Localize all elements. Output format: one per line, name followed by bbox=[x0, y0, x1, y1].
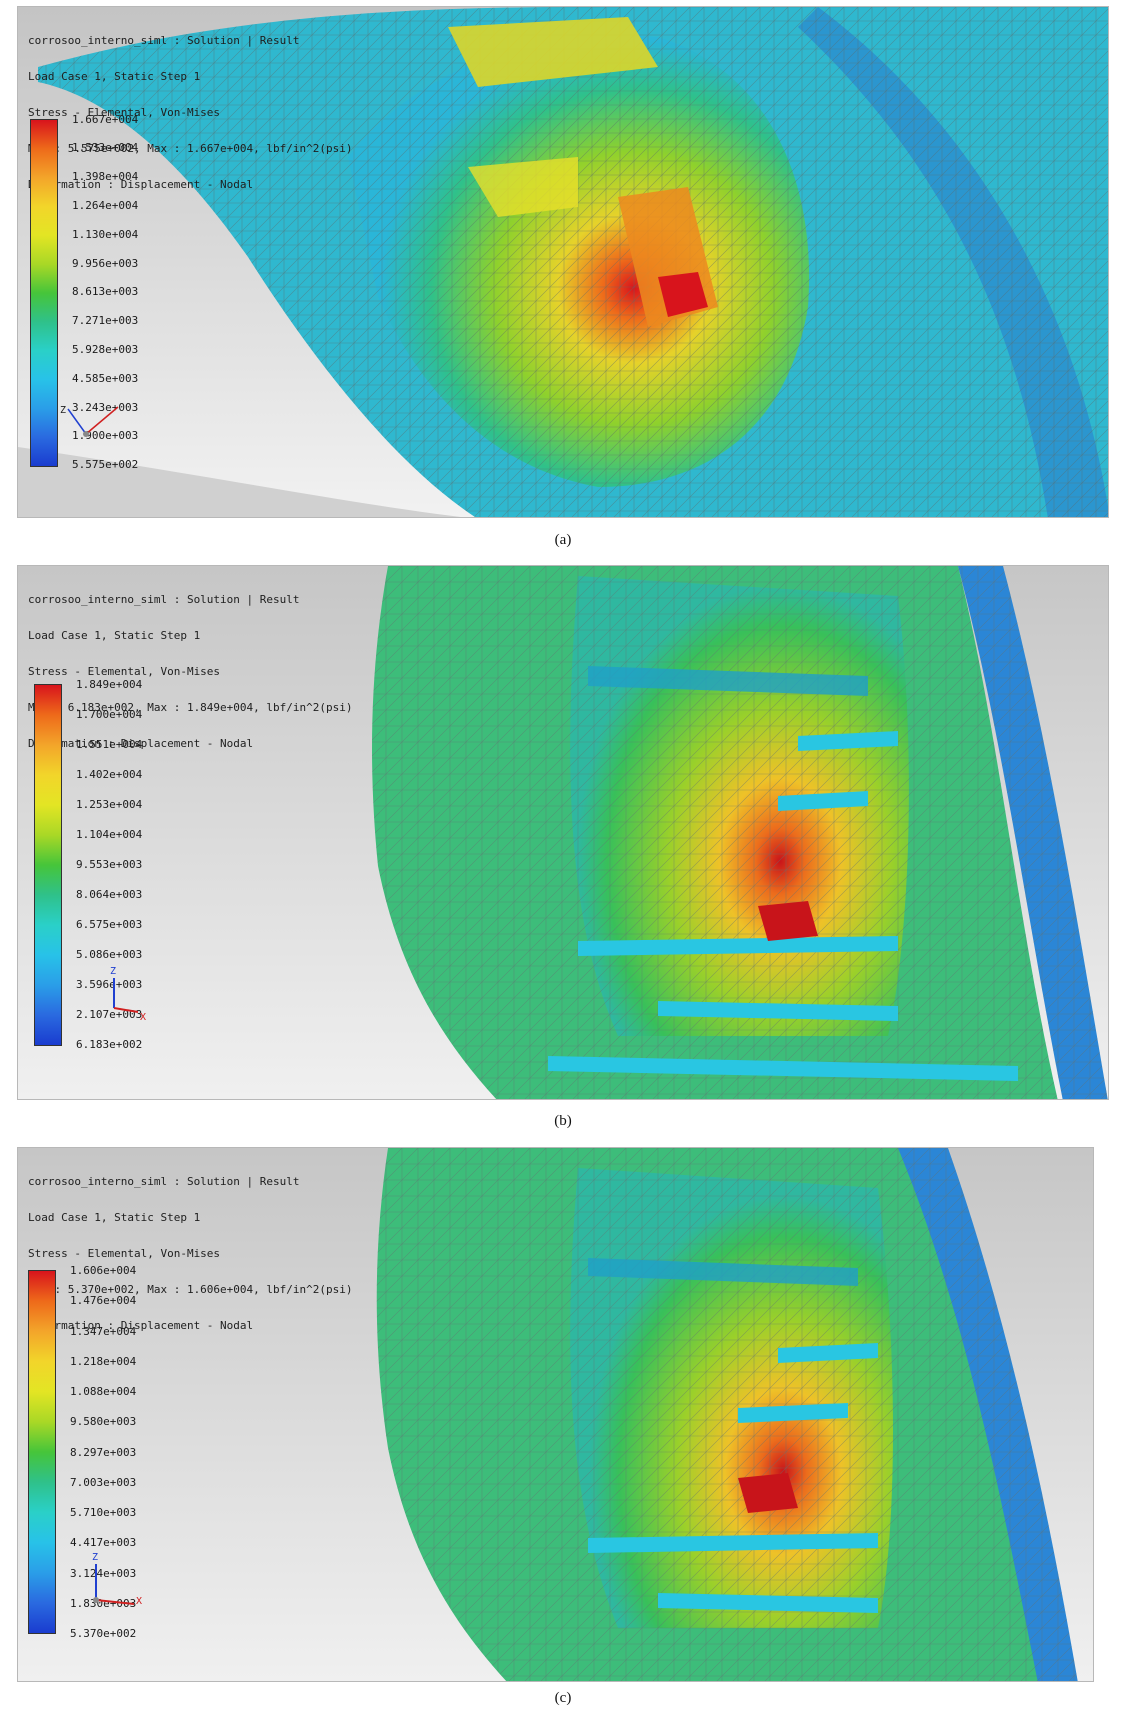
legend-label: 8.613e+003 bbox=[72, 285, 139, 298]
legend-label: 4.585e+003 bbox=[72, 372, 139, 385]
legend-label: 1.533e+004 bbox=[72, 141, 139, 154]
legend-label: 1.606e+004 bbox=[70, 1264, 137, 1277]
axis-triad-icon: Z X bbox=[92, 1552, 142, 1607]
header-line: corrosoo_interno_siml : Solution | Resul… bbox=[28, 34, 300, 47]
panel-c: corrosoo_interno_siml : Solution | Resul… bbox=[17, 1147, 1094, 1682]
panel-a: corrosoo_interno_siml : Solution | Resul… bbox=[17, 6, 1109, 518]
legend-label: 9.956e+003 bbox=[72, 257, 139, 270]
legend-label: 5.575e+002 bbox=[72, 458, 139, 471]
legend-label: 3.596e+003 bbox=[76, 978, 143, 991]
legend-label: 6.183e+002 bbox=[76, 1038, 143, 1051]
panel-b: corrosoo_interno_siml : Solution | Resul… bbox=[17, 565, 1109, 1100]
triad-x-label: X bbox=[136, 1596, 142, 1607]
legend-label: 1.551e+004 bbox=[76, 738, 143, 751]
stress-plot-b bbox=[18, 566, 1108, 1099]
result-header-c: corrosoo_interno_siml : Solution | Resul… bbox=[28, 1152, 353, 1356]
legend-color-bar bbox=[30, 119, 58, 467]
header-line: Stress - Elemental, Von-Mises bbox=[28, 665, 221, 678]
triad-z-label: Z bbox=[60, 405, 66, 416]
header-line: Stress - Elemental, Von-Mises bbox=[28, 106, 221, 119]
legend-label: 6.575e+003 bbox=[76, 918, 143, 931]
caption-a: (a) bbox=[554, 532, 572, 548]
header-line: Min : 5.370e+002, Max : 1.606e+004, lbf/… bbox=[28, 1283, 353, 1296]
legend-label: 7.003e+003 bbox=[70, 1476, 137, 1489]
legend-label: 8.064e+003 bbox=[76, 888, 143, 901]
color-legend-c: 1.606e+004 1.476e+004 1.347e+004 1.218e+… bbox=[28, 1264, 188, 1640]
caption-b: (b) bbox=[554, 1113, 572, 1129]
legend-label: 2.107e+003 bbox=[76, 1008, 143, 1021]
legend-label: 5.370e+002 bbox=[70, 1627, 137, 1640]
legend-label: 7.271e+003 bbox=[72, 314, 139, 327]
triad-z-label: Z bbox=[110, 966, 116, 977]
header-line: corrosoo_interno_siml : Solution | Resul… bbox=[28, 1175, 300, 1188]
legend-label: 5.710e+003 bbox=[70, 1506, 137, 1519]
legend-label: 1.667e+004 bbox=[72, 113, 139, 126]
axis-triad-icon: Z bbox=[60, 405, 119, 437]
header-line: Min : 6.183e+002, Max : 1.849e+004, lbf/… bbox=[28, 701, 353, 714]
header-line: Load Case 1, Static Step 1 bbox=[28, 70, 201, 83]
stress-plot-a bbox=[18, 7, 1108, 517]
legend-label: 1.830e+003 bbox=[70, 1597, 137, 1610]
legend-color-bar bbox=[28, 1270, 56, 1634]
legend-label: 1.347e+004 bbox=[70, 1325, 137, 1338]
legend-label: 1.264e+004 bbox=[72, 199, 139, 212]
legend-label: 1.700e+004 bbox=[76, 708, 143, 721]
legend-label: 1.088e+004 bbox=[70, 1385, 137, 1398]
legend-label: 9.580e+003 bbox=[70, 1415, 137, 1428]
legend-label: 3.124e+003 bbox=[70, 1567, 137, 1580]
header-line: Deformation : Displacement - Nodal bbox=[28, 1319, 254, 1332]
caption-c: (c) bbox=[554, 1690, 572, 1706]
legend-label: 9.553e+003 bbox=[76, 858, 143, 871]
legend-label: 1.849e+004 bbox=[76, 678, 143, 691]
legend-label: 1.476e+004 bbox=[70, 1294, 137, 1307]
legend-label: 1.104e+004 bbox=[76, 828, 143, 841]
legend-label: 1.398e+004 bbox=[72, 170, 139, 183]
header-line: Load Case 1, Static Step 1 bbox=[28, 1211, 201, 1224]
legend-label: 8.297e+003 bbox=[70, 1446, 137, 1459]
axis-triad-icon: Z X bbox=[110, 966, 146, 1023]
triad-z-label: Z bbox=[92, 1552, 98, 1563]
legend-label: 3.243e+003 bbox=[72, 401, 139, 414]
header-line: corrosoo_interno_siml : Solution | Resul… bbox=[28, 593, 300, 606]
header-line: Stress - Elemental, Von-Mises bbox=[28, 1247, 221, 1260]
legend-label: 1.402e+004 bbox=[76, 768, 143, 781]
triad-x-label: X bbox=[140, 1012, 146, 1023]
legend-color-bar bbox=[34, 684, 62, 1046]
legend-label: 5.928e+003 bbox=[72, 343, 139, 356]
legend-label: 1.218e+004 bbox=[70, 1355, 137, 1368]
legend-label: 1.253e+004 bbox=[76, 798, 143, 811]
legend-label: 1.130e+004 bbox=[72, 228, 139, 241]
legend-label: 5.086e+003 bbox=[76, 948, 143, 961]
legend-label: 4.417e+003 bbox=[70, 1536, 137, 1549]
stress-plot-c bbox=[18, 1148, 1093, 1681]
header-line: Load Case 1, Static Step 1 bbox=[28, 629, 201, 642]
color-legend-b: 1.849e+004 1.700e+004 1.551e+004 1.402e+… bbox=[34, 678, 194, 1054]
